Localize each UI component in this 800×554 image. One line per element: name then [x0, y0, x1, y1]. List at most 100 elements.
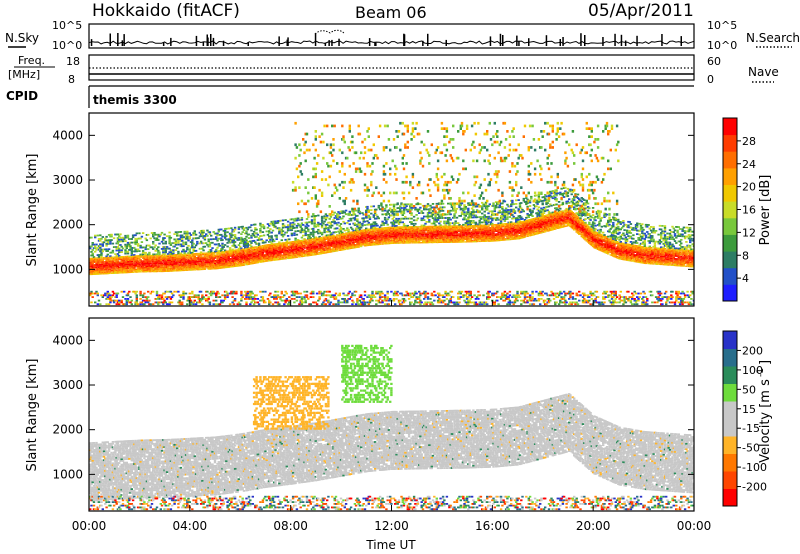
power-cell [348, 124, 351, 128]
power-cell [120, 257, 123, 259]
power-cell [329, 251, 333, 253]
power-cell [189, 257, 193, 259]
power-cell [318, 292, 321, 295]
power-cell [135, 270, 138, 272]
power-cell [381, 243, 384, 245]
power-cell [255, 232, 258, 235]
power-cell [252, 247, 256, 250]
power-cell [148, 258, 151, 261]
power-cell [294, 250, 297, 252]
power-cell [247, 258, 251, 260]
power-cell [289, 246, 292, 248]
power-cell [349, 296, 353, 298]
power-cell [313, 301, 316, 304]
power-cell [354, 229, 358, 232]
power-cell [280, 239, 283, 242]
power-cell [237, 250, 241, 252]
power-cell [157, 233, 160, 236]
power-cell [368, 164, 372, 168]
power-cell [245, 239, 248, 242]
power-cell [112, 237, 116, 240]
power-cell [193, 246, 196, 249]
power-cell [375, 154, 378, 157]
power-cell [241, 249, 244, 252]
power-cell [254, 257, 257, 259]
power-cell [343, 140, 346, 144]
power-cell [271, 303, 275, 306]
power-cell [106, 292, 109, 295]
power-cell [294, 240, 297, 242]
power-cell [216, 259, 219, 262]
power-cell [375, 224, 378, 227]
power-cell [310, 220, 314, 223]
power-cell [376, 215, 379, 218]
power-cell [199, 230, 203, 232]
power-cell [135, 299, 138, 302]
power-cell [390, 227, 393, 230]
power-cell [283, 294, 286, 297]
power-cell [308, 254, 311, 257]
power-cell [197, 296, 200, 298]
power-cell [155, 269, 159, 271]
power-cell [396, 242, 399, 244]
power-cell [164, 246, 167, 248]
power-cell [273, 251, 276, 253]
power-cell [275, 252, 278, 254]
power-cell [194, 237, 198, 240]
power-cell [290, 234, 294, 237]
power-cell [342, 241, 345, 243]
power-cell [192, 258, 195, 260]
power-cell [206, 253, 209, 256]
power-cell [183, 250, 186, 253]
power-cell [295, 245, 299, 248]
power-cell [215, 264, 218, 266]
power-cell [104, 271, 107, 273]
power-cell [194, 267, 198, 270]
power-cell [100, 250, 103, 253]
power-cell [286, 245, 290, 247]
power-cell [349, 243, 353, 245]
power-cell [308, 253, 311, 255]
power-cell [109, 260, 112, 262]
power-cell [385, 206, 388, 208]
power-cell [235, 246, 238, 249]
power-cell [141, 303, 145, 306]
power-cell [134, 270, 137, 272]
power-cell [254, 232, 257, 235]
power-cell [136, 257, 140, 260]
power-cell [278, 303, 281, 306]
power-cell [288, 249, 291, 251]
power-cell [276, 256, 280, 258]
power-cell [160, 294, 164, 297]
power-cell [327, 228, 330, 231]
power-cell [252, 249, 256, 251]
power-cell [94, 250, 97, 253]
power-cell [129, 245, 132, 248]
power-cell [343, 234, 346, 236]
power-cell [228, 262, 232, 264]
power-cell [218, 303, 222, 306]
power-cell [378, 124, 382, 128]
power-cell [210, 234, 213, 237]
power-cell [141, 296, 145, 298]
power-cell [198, 267, 202, 269]
power-cell [356, 214, 359, 217]
power-cell [121, 240, 125, 243]
power-cell [107, 264, 111, 267]
power-cell [300, 227, 304, 230]
power-cell [381, 227, 384, 229]
power-cell [382, 146, 386, 149]
power-cell [94, 292, 97, 295]
power-cell [323, 251, 326, 253]
power-cell [95, 268, 98, 270]
power-cell [304, 159, 307, 163]
power-cell [91, 252, 94, 255]
power-cell [336, 248, 339, 251]
power-cell [352, 232, 355, 234]
power-cell [194, 261, 198, 263]
power-cell [381, 239, 384, 241]
power-cell [368, 296, 372, 298]
power-cell [281, 258, 285, 260]
power-cell [275, 247, 278, 249]
power-cell [372, 216, 375, 218]
